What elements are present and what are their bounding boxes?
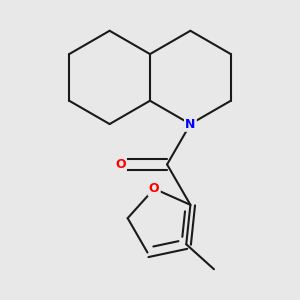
Text: N: N	[185, 118, 196, 130]
Text: O: O	[115, 158, 126, 171]
Text: O: O	[149, 182, 160, 195]
